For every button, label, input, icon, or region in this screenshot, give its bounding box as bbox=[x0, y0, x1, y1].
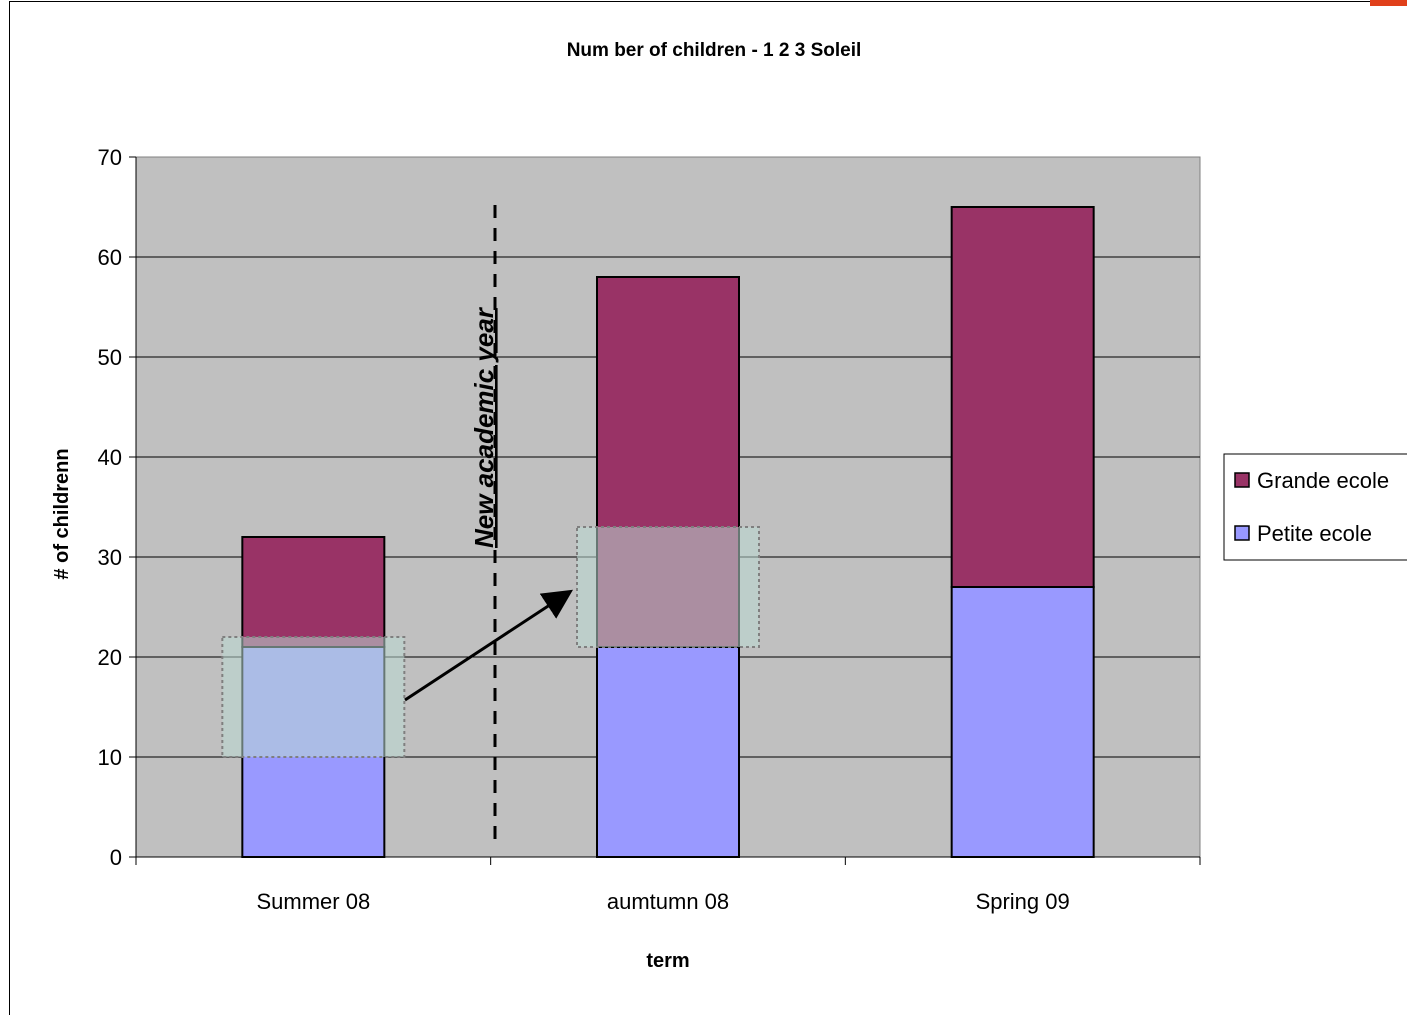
y-tick-label: 0 bbox=[110, 845, 122, 870]
y-tick-label: 20 bbox=[98, 645, 122, 670]
transfer-arrow bbox=[404, 589, 574, 702]
legend-box bbox=[1223, 453, 1407, 561]
legend-label: Grande ecole bbox=[1257, 468, 1389, 493]
corner-logo bbox=[1370, 0, 1407, 6]
y-tick-label: 70 bbox=[98, 145, 122, 170]
bar-segment bbox=[950, 586, 1095, 858]
academic-year-label: New academic year bbox=[469, 306, 499, 548]
highlight-box bbox=[221, 636, 406, 758]
y-tick-label: 60 bbox=[98, 245, 122, 270]
bar-segment bbox=[241, 536, 386, 648]
y-tick-label: 40 bbox=[98, 445, 122, 470]
y-tick-label: 10 bbox=[98, 745, 122, 770]
highlight-box bbox=[576, 526, 760, 648]
legend-swatch bbox=[1234, 472, 1250, 488]
highlight-boxes bbox=[221, 526, 760, 758]
bar-segment bbox=[950, 206, 1095, 588]
legend-swatch bbox=[1234, 525, 1250, 541]
legend-label: Petite ecole bbox=[1257, 521, 1372, 546]
y-tick-label: 50 bbox=[98, 345, 122, 370]
y-tick-label: 30 bbox=[98, 545, 122, 570]
chart-frame bbox=[9, 1, 1405, 1015]
bar-segment bbox=[596, 646, 740, 858]
y-axis-label: # of childrenn bbox=[51, 448, 73, 579]
axes: 0 10 20 30 40 50 60 70 Summer 08 aumtumn 08 Spring… bbox=[98, 145, 1201, 914]
legend: Grande ecole Petite ecole bbox=[1223, 453, 1407, 561]
x-axis-label: term bbox=[646, 950, 689, 972]
x-tick-label: aumtumn 08 bbox=[607, 889, 729, 914]
x-tick-label: Spring 09 bbox=[976, 889, 1070, 914]
chart-title: Num ber of children - 1 2 3 Soleil bbox=[567, 40, 862, 61]
x-tick-label: Summer 08 bbox=[256, 889, 370, 914]
